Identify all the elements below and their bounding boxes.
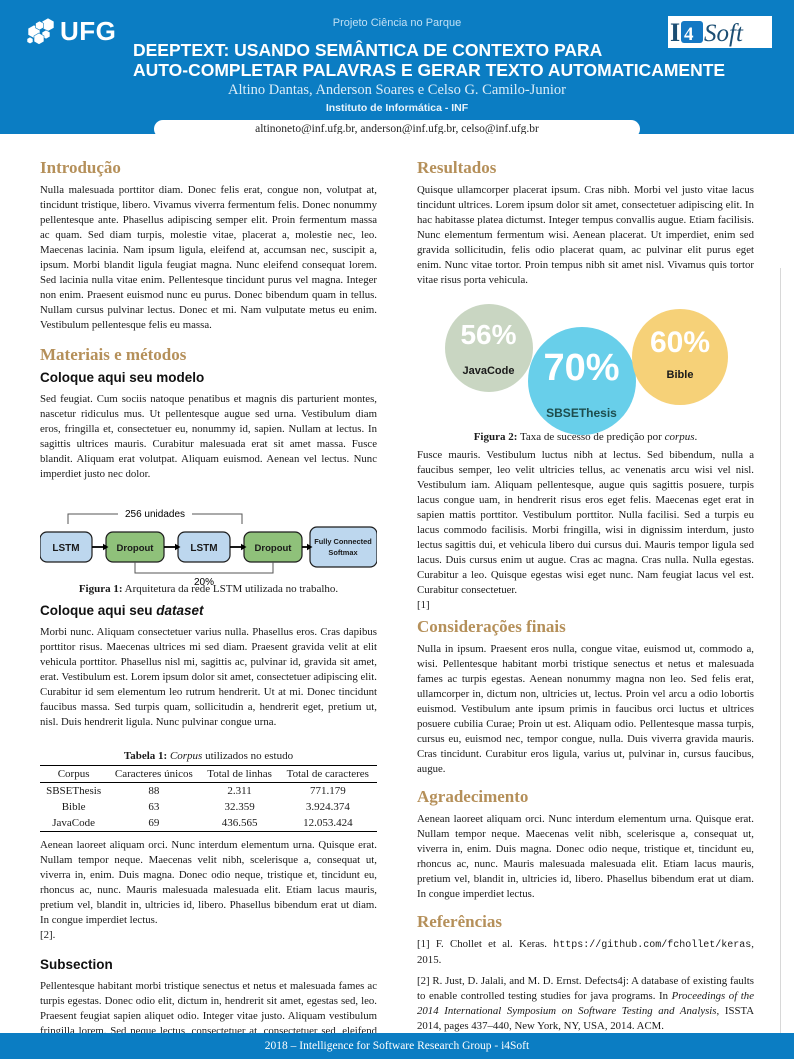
svg-text:Dropout: Dropout bbox=[255, 543, 293, 554]
svg-text:20%: 20% bbox=[194, 577, 214, 588]
svg-text:Dropout: Dropout bbox=[117, 543, 155, 554]
svg-text:Fully Connected: Fully Connected bbox=[314, 537, 372, 546]
svg-text:LSTM: LSTM bbox=[52, 543, 79, 554]
svg-text:256 unidades: 256 unidades bbox=[125, 509, 185, 520]
svg-text:Softmax: Softmax bbox=[328, 548, 358, 557]
svg-text:LSTM: LSTM bbox=[190, 543, 217, 554]
